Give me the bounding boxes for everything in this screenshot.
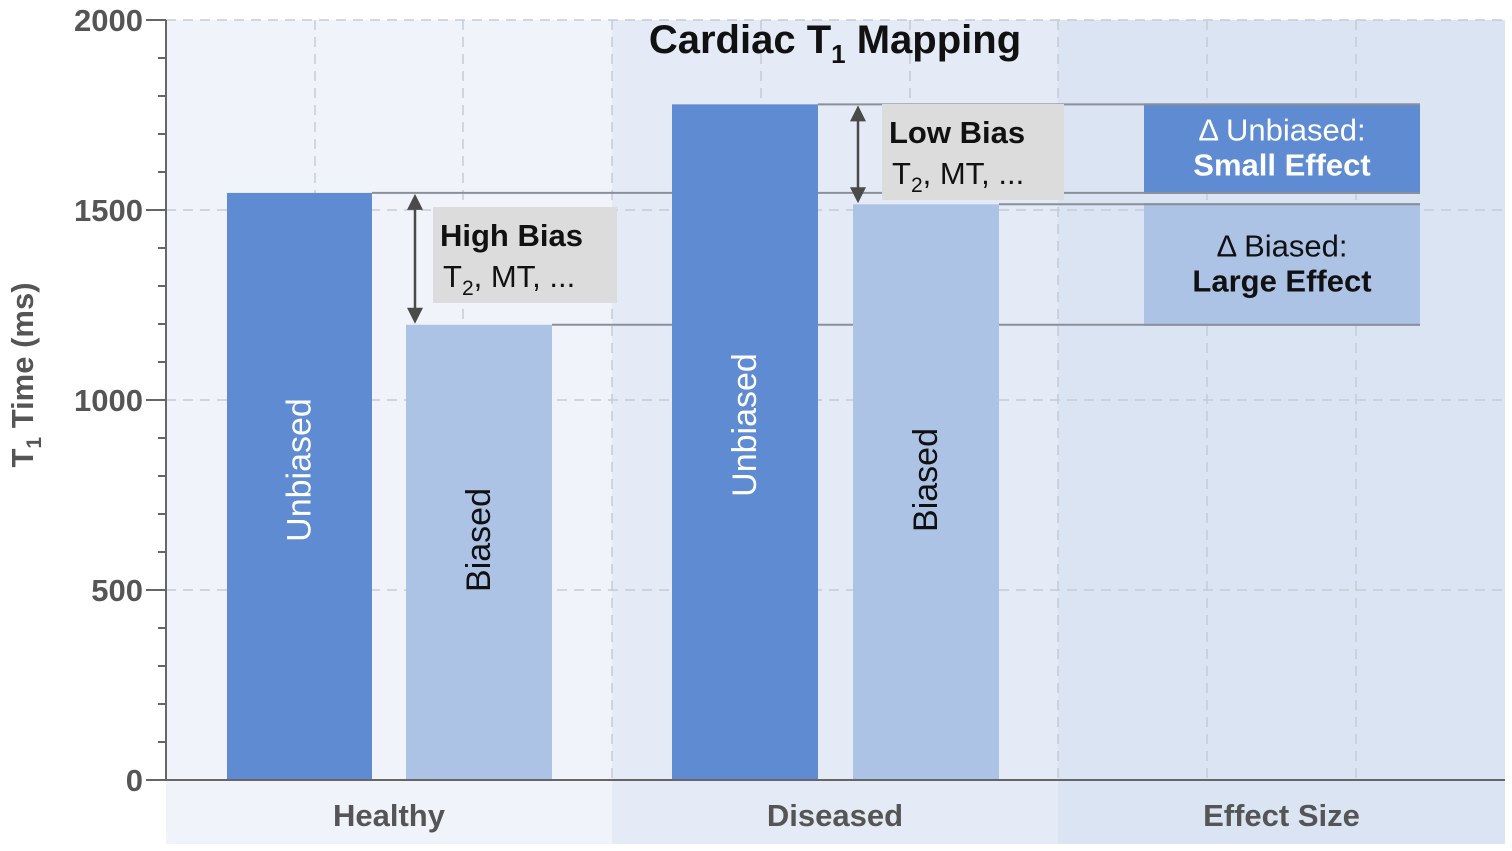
effect-size-line2: Small Effect <box>1193 148 1370 183</box>
bias-sources-pre: T <box>443 259 462 294</box>
category-label: Healthy <box>333 798 446 833</box>
effect-size-boxes: Δ Unbiased:Small Effect Δ Biased:Large Ef… <box>1144 103 1420 326</box>
bias-sources-sub: 2 <box>911 174 923 197</box>
bias-arrow-head-down <box>850 187 866 204</box>
y-tick-label: 2000 <box>74 3 143 38</box>
effect-size-box <box>1144 104 1420 193</box>
y-axis-label: T1 Time (ms) <box>5 282 46 467</box>
bias-sources-post: , MT, ... <box>474 259 576 294</box>
axes: 0 500 1000 1500 2000 <box>74 3 1505 798</box>
y-tick-label: 500 <box>91 573 143 608</box>
bar-unbiased <box>672 104 818 781</box>
bias-sources-sub: 2 <box>462 277 474 300</box>
bias-title: High Bias <box>440 218 583 253</box>
bar-label: Biased <box>907 428 945 532</box>
bias-label-box <box>433 207 617 303</box>
bias-sources-post: , MT, ... <box>923 156 1025 191</box>
bias-arrow-head-up <box>850 105 866 122</box>
chart-title: Cardiac T1 Mapping <box>649 18 1021 69</box>
category-label: Effect Size <box>1203 798 1360 833</box>
effect-size-box <box>1144 204 1420 325</box>
bias-arrow-head-down <box>407 307 423 324</box>
bias-label-box <box>882 104 1064 200</box>
y-tick-label: 1500 <box>74 193 143 228</box>
effect-size-line1: Δ Biased: <box>1216 229 1347 264</box>
category-label: Diseased <box>767 798 903 833</box>
bars: Unbiased Biased Unbiased Biased <box>227 104 999 781</box>
bias-title: Low Bias <box>889 115 1025 150</box>
y-tick-label: 1000 <box>74 383 143 418</box>
effect-size-line1: Δ Unbiased: <box>1198 113 1365 148</box>
bar-biased <box>406 324 552 780</box>
bar-label: Unbiased <box>726 353 764 497</box>
bias-sources-pre: T <box>892 156 911 191</box>
effect-size-line2: Large Effect <box>1192 264 1371 299</box>
bias-arrow-head-up <box>407 193 423 210</box>
y-tick-label: 0 <box>126 763 143 798</box>
bar-biased <box>853 204 999 781</box>
bias-sources: T2, MT, ... <box>892 156 1024 197</box>
bar-label: Biased <box>460 488 498 592</box>
bar-unbiased <box>227 192 372 780</box>
bar-label: Unbiased <box>281 398 319 542</box>
bias-sources: T2, MT, ... <box>443 259 575 300</box>
